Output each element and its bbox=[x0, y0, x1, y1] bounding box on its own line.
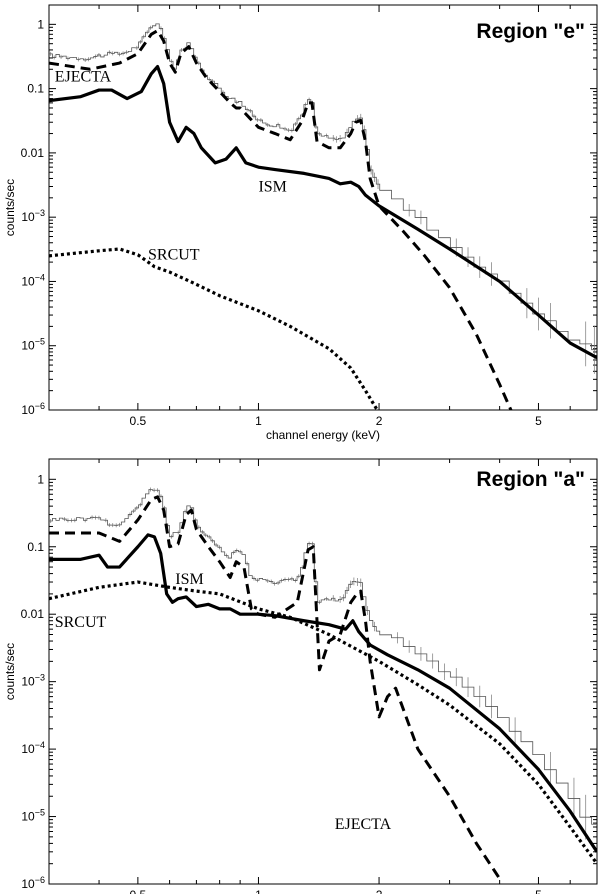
series-line-ism bbox=[49, 65, 597, 360]
panel-title: Region "a" bbox=[476, 468, 585, 491]
series-line-ejecta bbox=[49, 495, 501, 880]
y-tick-label: 10−5 bbox=[21, 337, 45, 353]
annotation-srcut: SRCUT bbox=[55, 614, 107, 631]
y-tick-label: 0.1 bbox=[27, 540, 44, 554]
y-axis-label: counts/sec bbox=[3, 643, 17, 700]
y-tick-label: 1 bbox=[37, 17, 44, 31]
y-tick-label: 10−6 bbox=[21, 401, 45, 417]
y-tick-label: 10−3 bbox=[21, 208, 45, 224]
y-tick-label: 0.01 bbox=[21, 146, 45, 160]
plot-frame bbox=[48, 458, 598, 885]
annotation-srcut: SRCUT bbox=[148, 246, 200, 263]
x-tick-label: 5 bbox=[535, 888, 542, 894]
annotation-ism: ISM bbox=[175, 571, 203, 588]
y-tick-label: 10−4 bbox=[21, 740, 45, 756]
y-tick-label: 10−3 bbox=[21, 673, 45, 689]
annotation-ejecta: EJECTA bbox=[55, 68, 112, 85]
panel-title: Region "e" bbox=[476, 20, 585, 43]
y-tick-label: 10−5 bbox=[21, 808, 45, 824]
chart-panel-e: 1 0.1 0.01 10−3 10−4 10−5 10−6 0.5 1 2 5 channel en… bbox=[3, 4, 598, 442]
x-tick-label: 0.5 bbox=[130, 888, 147, 894]
x-tick-label: 2 bbox=[376, 888, 383, 894]
plot-area bbox=[49, 23, 597, 410]
y-tick-label: 10−6 bbox=[21, 875, 45, 891]
plot-area bbox=[49, 487, 597, 880]
y-tick-label: 0.01 bbox=[21, 607, 45, 621]
x-tick-label: 0.5 bbox=[130, 414, 147, 428]
observed-data-histogram bbox=[49, 23, 597, 351]
x-tick-label: 5 bbox=[535, 414, 542, 428]
y-axis-label: counts/sec bbox=[3, 179, 17, 236]
y-tick-label: 0.1 bbox=[27, 82, 44, 96]
x-tick-label: 1 bbox=[255, 414, 262, 428]
series-line-srcut bbox=[49, 247, 380, 410]
annotation-ejecta: EJECTA bbox=[335, 816, 392, 833]
x-tick-label: 1 bbox=[255, 888, 262, 894]
series-line-ism bbox=[49, 533, 597, 853]
x-tick-label: 2 bbox=[376, 414, 383, 428]
y-tick-label: 10−4 bbox=[21, 272, 45, 288]
annotation-ism: ISM bbox=[258, 179, 286, 196]
x-axis-label: channel energy (keV) bbox=[266, 428, 380, 442]
y-tick-label: 1 bbox=[37, 472, 44, 486]
plot-frame bbox=[48, 4, 598, 411]
observed-data-histogram bbox=[49, 489, 597, 825]
series-line-ejecta bbox=[49, 29, 513, 410]
